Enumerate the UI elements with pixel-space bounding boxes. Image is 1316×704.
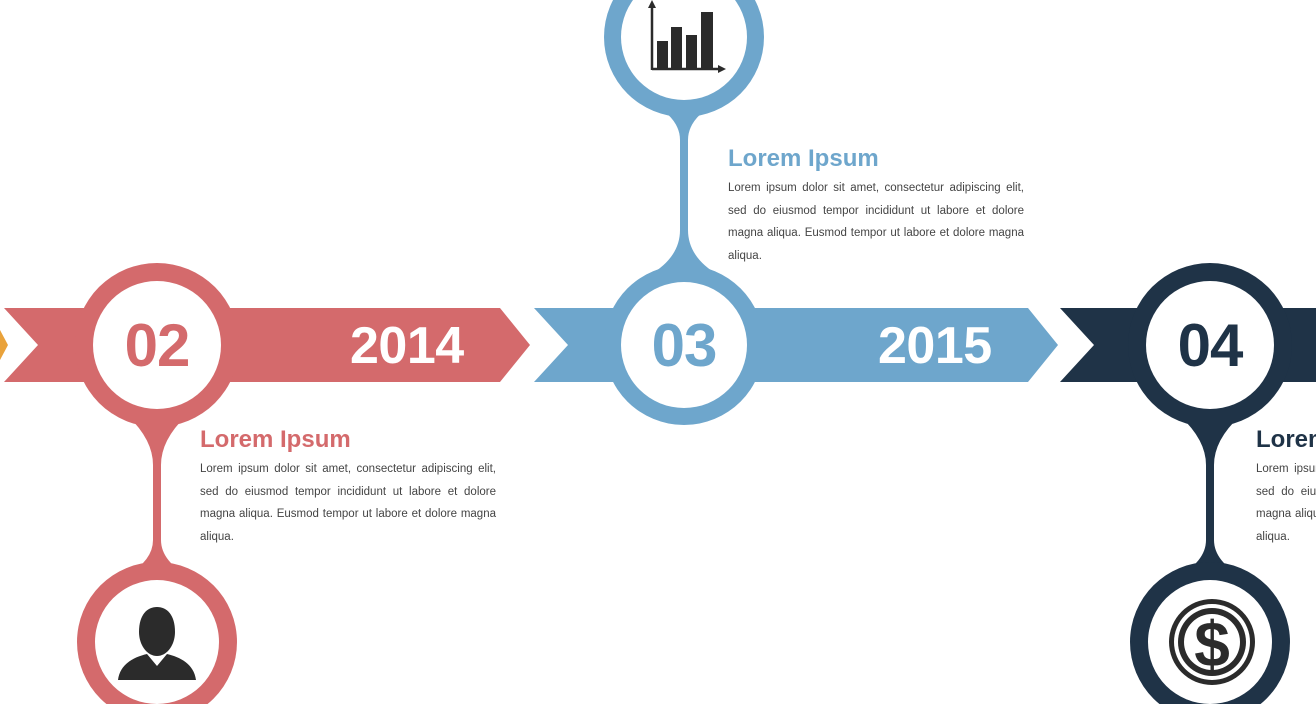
step-02-connector-flare-top	[128, 416, 186, 465]
step-02-connector	[153, 420, 161, 580]
previous-step-arrow	[0, 330, 8, 360]
step-03-description: Lorem ipsum dolor sit amet, consectetur …	[728, 182, 1024, 263]
step-04-description: Lorem ipsum dolor sit amet, consectetur …	[1256, 463, 1316, 544]
step-02-number: 02	[124, 312, 191, 379]
year-label-2015: 2015	[878, 317, 992, 375]
step-03-connector	[680, 100, 688, 280]
bar-chart-icon	[648, 0, 726, 73]
step-02-description: Lorem ipsum dolor sit amet, consectetur …	[200, 463, 496, 544]
svg-text:$: $	[1194, 608, 1230, 680]
step-03-ring-inner	[621, 282, 747, 408]
person-icon	[118, 607, 196, 680]
step-02-title: Lorem Ipsum	[200, 426, 351, 453]
dollar-coin-icon: $	[1169, 599, 1255, 685]
step-04-number: 04	[1177, 312, 1244, 379]
step-04-ring-inner	[1146, 281, 1274, 409]
step-02-ring-inner	[93, 281, 221, 409]
step-04-connector-flare-top	[1180, 416, 1240, 465]
step-04-title: Lorem Ipsum	[1256, 426, 1316, 453]
step-03-number: 03	[651, 312, 718, 379]
step-03-connector-flare-bottom	[648, 230, 720, 276]
year-label-2014: 2014	[350, 317, 464, 375]
step-03-title: Lorem Ipsum	[728, 145, 879, 172]
step-04-connector	[1206, 420, 1214, 580]
